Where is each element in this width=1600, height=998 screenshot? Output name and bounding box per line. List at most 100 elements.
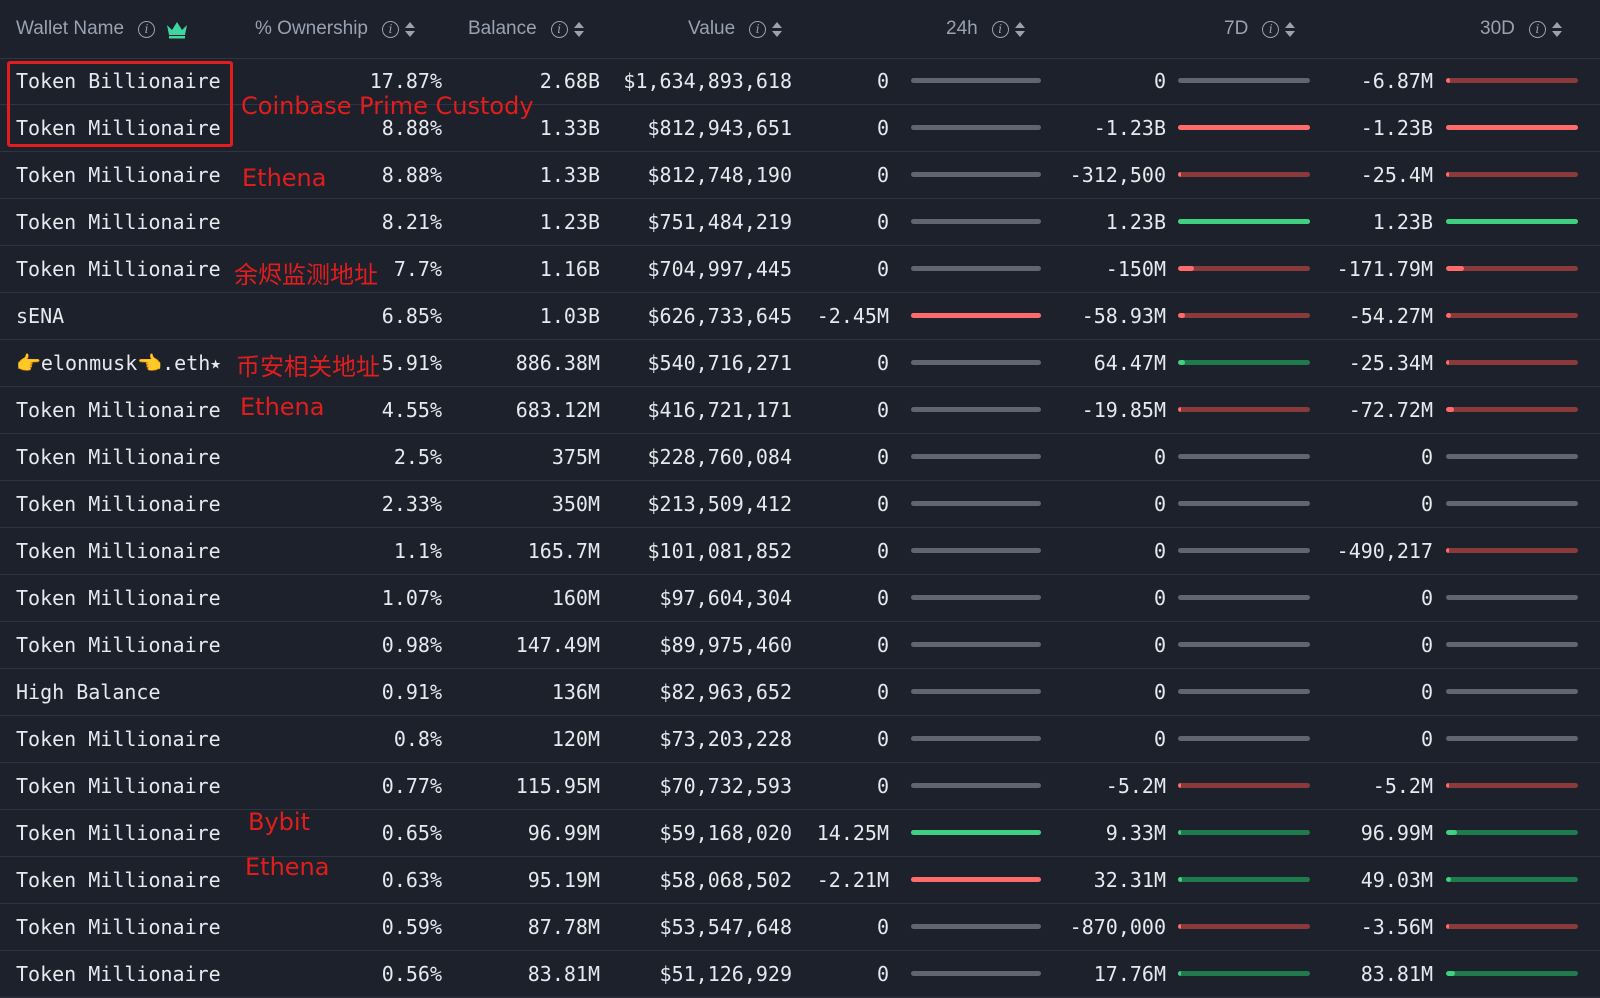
- crown-icon[interactable]: [165, 19, 189, 39]
- table-row[interactable]: Token Millionaire 0.63% 95.19M $58,068,502-…: [0, 857, 1600, 904]
- wallet-name[interactable]: Token Millionaire: [16, 633, 221, 657]
- info-icon[interactable]: i: [1262, 20, 1280, 38]
- change-30d-cell: -490,217: [1336, 539, 1433, 563]
- annotation-label: 币安相关地址: [236, 353, 380, 381]
- table-row[interactable]: Token Millionaire 1.1% 165.7M $101,081,852 0…: [0, 528, 1600, 575]
- change-24h-bar: [911, 877, 1041, 882]
- table-row[interactable]: Token Millionaire 8.88% 1.33B $812,748,190 0…: [0, 152, 1600, 199]
- table-row[interactable]: Token Millionaire 1.07% 160M $97,604,304 0 0 0: [0, 575, 1600, 622]
- info-icon[interactable]: i: [550, 20, 568, 38]
- info-icon[interactable]: i: [138, 20, 156, 38]
- sort-icon[interactable]: [772, 21, 783, 37]
- wallet-name[interactable]: Token Millionaire: [16, 492, 221, 516]
- info-icon[interactable]: i: [991, 20, 1009, 38]
- table-row[interactable]: Token Millionaire 4.55% 683.12M $416,721,17…: [0, 387, 1600, 434]
- wallet-name[interactable]: sENA: [16, 304, 65, 328]
- table-row[interactable]: Token Millionaire 0.98% 147.49M $89,975,460…: [0, 622, 1600, 669]
- change-24h-cell: 0: [876, 539, 889, 563]
- wallet-name[interactable]: Token Millionaire: [16, 774, 221, 798]
- value-cell: $101,081,852: [647, 539, 793, 563]
- change-24h-bar: [911, 501, 1041, 506]
- info-icon[interactable]: i: [382, 20, 399, 38]
- col-7d[interactable]: 7D i: [1224, 0, 1296, 58]
- wallet-name[interactable]: Token Millionaire: [16, 727, 221, 751]
- wallet-name[interactable]: 👉elonmusk👈.eth⭑: [16, 351, 222, 375]
- change-7d-cell: 17.76M: [1093, 962, 1166, 986]
- change-30d-bar: [1446, 736, 1578, 741]
- table-row[interactable]: Token Millionaire 8.88% 1.33B $812,943,651 0…: [0, 105, 1600, 152]
- ownership-cell: 1.1%: [393, 539, 442, 563]
- wallet-name[interactable]: Token Millionaire: [16, 821, 221, 845]
- table-row[interactable]: Token Billionaire 17.87% 2.68B $1,634,893,6…: [0, 58, 1600, 105]
- wallet-name[interactable]: Token Millionaire: [16, 398, 221, 422]
- ownership-cell: 0.77%: [381, 774, 442, 798]
- sort-icon[interactable]: [405, 21, 415, 37]
- table-row[interactable]: Token Millionaire 2.33% 350M $213,509,412 0 0…: [0, 481, 1600, 528]
- table-row[interactable]: Token Millionaire 8.21% 1.23B $751,484,219 0…: [0, 199, 1600, 246]
- wallet-name[interactable]: Token Millionaire: [16, 539, 221, 563]
- balance-cell: 96.99M: [527, 821, 600, 845]
- ownership-cell: 0.63%: [381, 868, 442, 892]
- col-balance[interactable]: Balance i: [468, 0, 584, 58]
- change-7d-bar: [1178, 783, 1310, 788]
- sort-icon[interactable]: [1285, 21, 1296, 37]
- table-row[interactable]: Token Millionaire 7.7% 1.16B $704,997,445 0 -…: [0, 246, 1600, 293]
- info-icon[interactable]: i: [1528, 20, 1546, 38]
- balance-cell: 683.12M: [515, 398, 600, 422]
- annotation-label: Bybit: [248, 808, 310, 836]
- table-row[interactable]: Token Millionaire 0.56% 83.81M $51,126,929 0…: [0, 951, 1600, 998]
- table-row[interactable]: Token Millionaire 2.5% 375M $228,760,084 0 0 0: [0, 434, 1600, 481]
- table-row[interactable]: Token Millionaire 0.65% 96.99M $59,168,020 1…: [0, 810, 1600, 857]
- ownership-cell: 7.7%: [393, 257, 442, 281]
- wallet-name[interactable]: Token Millionaire: [16, 586, 221, 610]
- annotation-label: Ethena: [242, 164, 327, 192]
- wallet-name[interactable]: Token Millionaire: [16, 445, 221, 469]
- value-cell: $751,484,219: [647, 210, 793, 234]
- change-7d-bar: [1178, 642, 1310, 647]
- table-row[interactable]: Token Millionaire 0.59% 87.78M $53,547,648 0…: [0, 904, 1600, 951]
- wallet-name[interactable]: Token Millionaire: [16, 257, 221, 281]
- change-24h-cell: 0: [876, 586, 889, 610]
- col-ownership[interactable]: % Ownership i: [255, 0, 415, 58]
- wallet-name[interactable]: Token Millionaire: [16, 868, 221, 892]
- table-row[interactable]: Token Millionaire 0.8% 120M $73,203,228 0 0 0: [0, 716, 1600, 763]
- ownership-cell: 2.5%: [393, 445, 442, 469]
- wallet-name[interactable]: Token Millionaire: [16, 163, 221, 187]
- info-icon[interactable]: i: [749, 20, 767, 38]
- change-30d-cell: -5.2M: [1372, 774, 1433, 798]
- sort-icon[interactable]: [1551, 21, 1562, 37]
- ownership-cell: 4.55%: [381, 398, 442, 422]
- wallet-name[interactable]: Token Millionaire: [16, 915, 221, 939]
- wallet-name[interactable]: Token Billionaire: [16, 69, 221, 93]
- change-30d-cell: 0: [1420, 445, 1433, 469]
- wallet-name[interactable]: Token Millionaire: [16, 210, 221, 234]
- table-row[interactable]: 👉elonmusk👈.eth⭑ 5.91% 886.38M $540,716,271 0…: [0, 340, 1600, 387]
- table-row[interactable]: sENA 6.85% 1.03B $626,733,645 -2.45M -58.93M -…: [0, 293, 1600, 340]
- wallet-name[interactable]: Token Millionaire: [16, 962, 221, 986]
- change-24h-bar: [911, 971, 1041, 976]
- change-24h-bar: [911, 78, 1041, 83]
- change-30d-cell: -25.34M: [1348, 351, 1433, 375]
- change-7d-cell: 0: [1153, 586, 1166, 610]
- table-row[interactable]: High Balance 0.91% 136M $82,963,652 0 0 0: [0, 669, 1600, 716]
- change-7d-cell: 64.47M: [1093, 351, 1166, 375]
- sort-icon[interactable]: [573, 21, 584, 37]
- change-30d-bar: [1446, 783, 1578, 788]
- col-30d[interactable]: 30D i: [1480, 0, 1562, 58]
- change-30d-bar-fill: [1446, 548, 1449, 553]
- wallet-name[interactable]: High Balance: [16, 680, 161, 704]
- col-wallet-name-label: Wallet Name: [16, 18, 125, 39]
- sort-icon[interactable]: [1014, 21, 1025, 37]
- change-7d-bar-fill: [1178, 783, 1181, 788]
- col-24h[interactable]: 24h i: [946, 0, 1025, 58]
- table-row[interactable]: Token Millionaire 0.77% 115.95M $70,732,593…: [0, 763, 1600, 810]
- change-30d-cell: -171.79M: [1336, 257, 1433, 281]
- wallet-name[interactable]: Token Millionaire: [16, 116, 221, 140]
- value-cell: $812,943,651: [647, 116, 793, 140]
- col-wallet-name[interactable]: Wallet Name i: [16, 0, 189, 58]
- change-7d-bar: [1178, 971, 1310, 976]
- change-7d-cell: 0: [1153, 727, 1166, 751]
- value-cell: $73,203,228: [659, 727, 792, 751]
- col-value[interactable]: Value i: [688, 0, 783, 58]
- change-24h-bar: [911, 454, 1041, 459]
